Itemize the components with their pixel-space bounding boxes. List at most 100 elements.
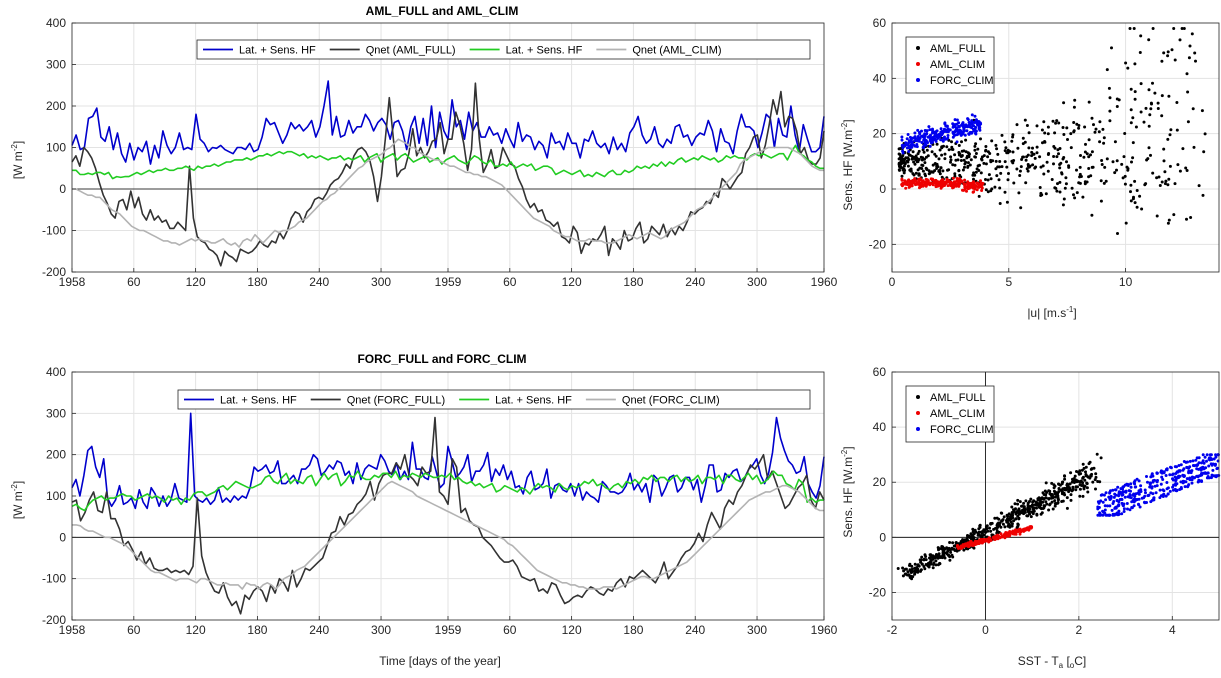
scatter-point — [999, 525, 1003, 529]
scatter-point — [1084, 473, 1088, 476]
scatter-point — [1132, 504, 1136, 508]
scatter-point — [1202, 150, 1206, 154]
scatter-point — [978, 126, 982, 130]
scatter-point — [962, 158, 966, 162]
scatter-point — [1016, 522, 1020, 526]
scatter-point — [911, 179, 915, 182]
scatter-point — [1012, 159, 1016, 162]
scatter-point — [1016, 502, 1020, 506]
scatter-point — [995, 529, 999, 533]
scatter-point — [929, 553, 933, 557]
scatter-point — [966, 161, 970, 165]
scatter-point — [943, 157, 947, 161]
scatter-point — [970, 533, 974, 537]
scatter-point — [901, 566, 905, 570]
scatter-point — [961, 538, 965, 542]
scatter-point — [915, 145, 919, 149]
scatter-point — [1129, 121, 1133, 125]
scatter-point — [1057, 490, 1061, 494]
scatter-point — [1048, 502, 1052, 506]
scatter-point — [908, 576, 912, 579]
scatter-point — [1093, 130, 1097, 134]
scatter-point — [916, 570, 920, 574]
scatter-point — [947, 148, 951, 152]
scatter-point — [1054, 502, 1058, 506]
scatter-point — [957, 124, 961, 128]
scatter-point — [1021, 508, 1024, 512]
scatter-point — [1105, 157, 1109, 161]
legend-label: FORC_CLIM — [930, 75, 994, 87]
scatter-point — [1107, 495, 1111, 499]
scatter-point — [970, 122, 974, 126]
scatter-point — [1100, 159, 1104, 162]
scatter-point — [1024, 181, 1028, 185]
scatter-point — [952, 185, 956, 189]
scatter-point — [984, 145, 988, 148]
scatter-point — [1062, 101, 1066, 105]
scatter-point — [957, 168, 961, 172]
scatter-point — [1147, 88, 1151, 92]
scatter-point — [1160, 114, 1164, 118]
scatter-point — [1055, 189, 1059, 193]
scatter-point — [1070, 489, 1074, 493]
y-tick-label: 0 — [59, 182, 66, 196]
scatter-point — [910, 182, 914, 186]
scatter-point — [1086, 490, 1090, 494]
scatter-point — [1117, 512, 1121, 516]
scatter-point — [1070, 186, 1074, 190]
scatter-point — [1104, 491, 1108, 495]
scatter-point — [959, 159, 963, 162]
x-tick-label: 1960 — [811, 623, 838, 637]
scatter-point — [1132, 27, 1136, 30]
scatter-point — [1129, 482, 1133, 486]
scatter-point — [920, 181, 924, 185]
scatter-point — [1186, 120, 1190, 124]
scatter-point — [994, 143, 998, 147]
scatter-point — [1205, 453, 1209, 457]
scatter-point — [1116, 232, 1119, 235]
y-axis-label: Sens. HF [W.m-2] — [840, 446, 855, 537]
scatter-point — [1162, 51, 1166, 55]
scatter-point — [941, 139, 945, 143]
scatter-point — [1069, 498, 1073, 502]
scatter-point — [984, 538, 988, 542]
scatter-point — [1015, 123, 1019, 127]
scatter-point — [1027, 131, 1031, 135]
scatter-point — [1181, 147, 1185, 151]
scatter-point — [922, 134, 926, 138]
scatter-point — [985, 524, 989, 528]
scatter-point — [957, 121, 961, 125]
scatter-point — [966, 180, 970, 184]
scatter-point — [963, 184, 967, 188]
scatter-point — [906, 570, 910, 574]
scatter-point — [943, 184, 946, 187]
scatter-point — [1102, 141, 1106, 145]
scatter-point — [896, 567, 900, 570]
scatter-point — [992, 527, 996, 531]
scatter-point — [1159, 470, 1163, 474]
scatter-point — [1128, 508, 1132, 512]
scatter-point — [989, 177, 993, 181]
scatter-point — [976, 531, 980, 535]
scatter-point — [986, 150, 990, 154]
scatter-point — [1147, 493, 1151, 497]
scatter-point — [1016, 498, 1020, 502]
scatter-point — [1173, 465, 1177, 469]
scatter-point — [914, 158, 918, 162]
scatter-point — [937, 157, 941, 161]
scatter-point — [1010, 139, 1014, 143]
scatter-point — [1046, 169, 1050, 173]
scatter-point — [1006, 178, 1010, 182]
scatter-point — [973, 528, 977, 532]
scatter-point — [1012, 181, 1016, 185]
scatter-point — [1197, 184, 1201, 188]
scatter-point — [1176, 476, 1180, 480]
chart-title: FORC_FULL and FORC_CLIM — [357, 352, 526, 366]
scatter-point — [963, 178, 967, 182]
scatter-point — [1048, 489, 1052, 493]
scatter-point — [1091, 480, 1095, 484]
legend-label: AML_CLIM — [930, 59, 985, 71]
scatter-point — [1053, 186, 1057, 190]
scatter-point — [1051, 494, 1054, 498]
scatter-point — [993, 537, 997, 541]
